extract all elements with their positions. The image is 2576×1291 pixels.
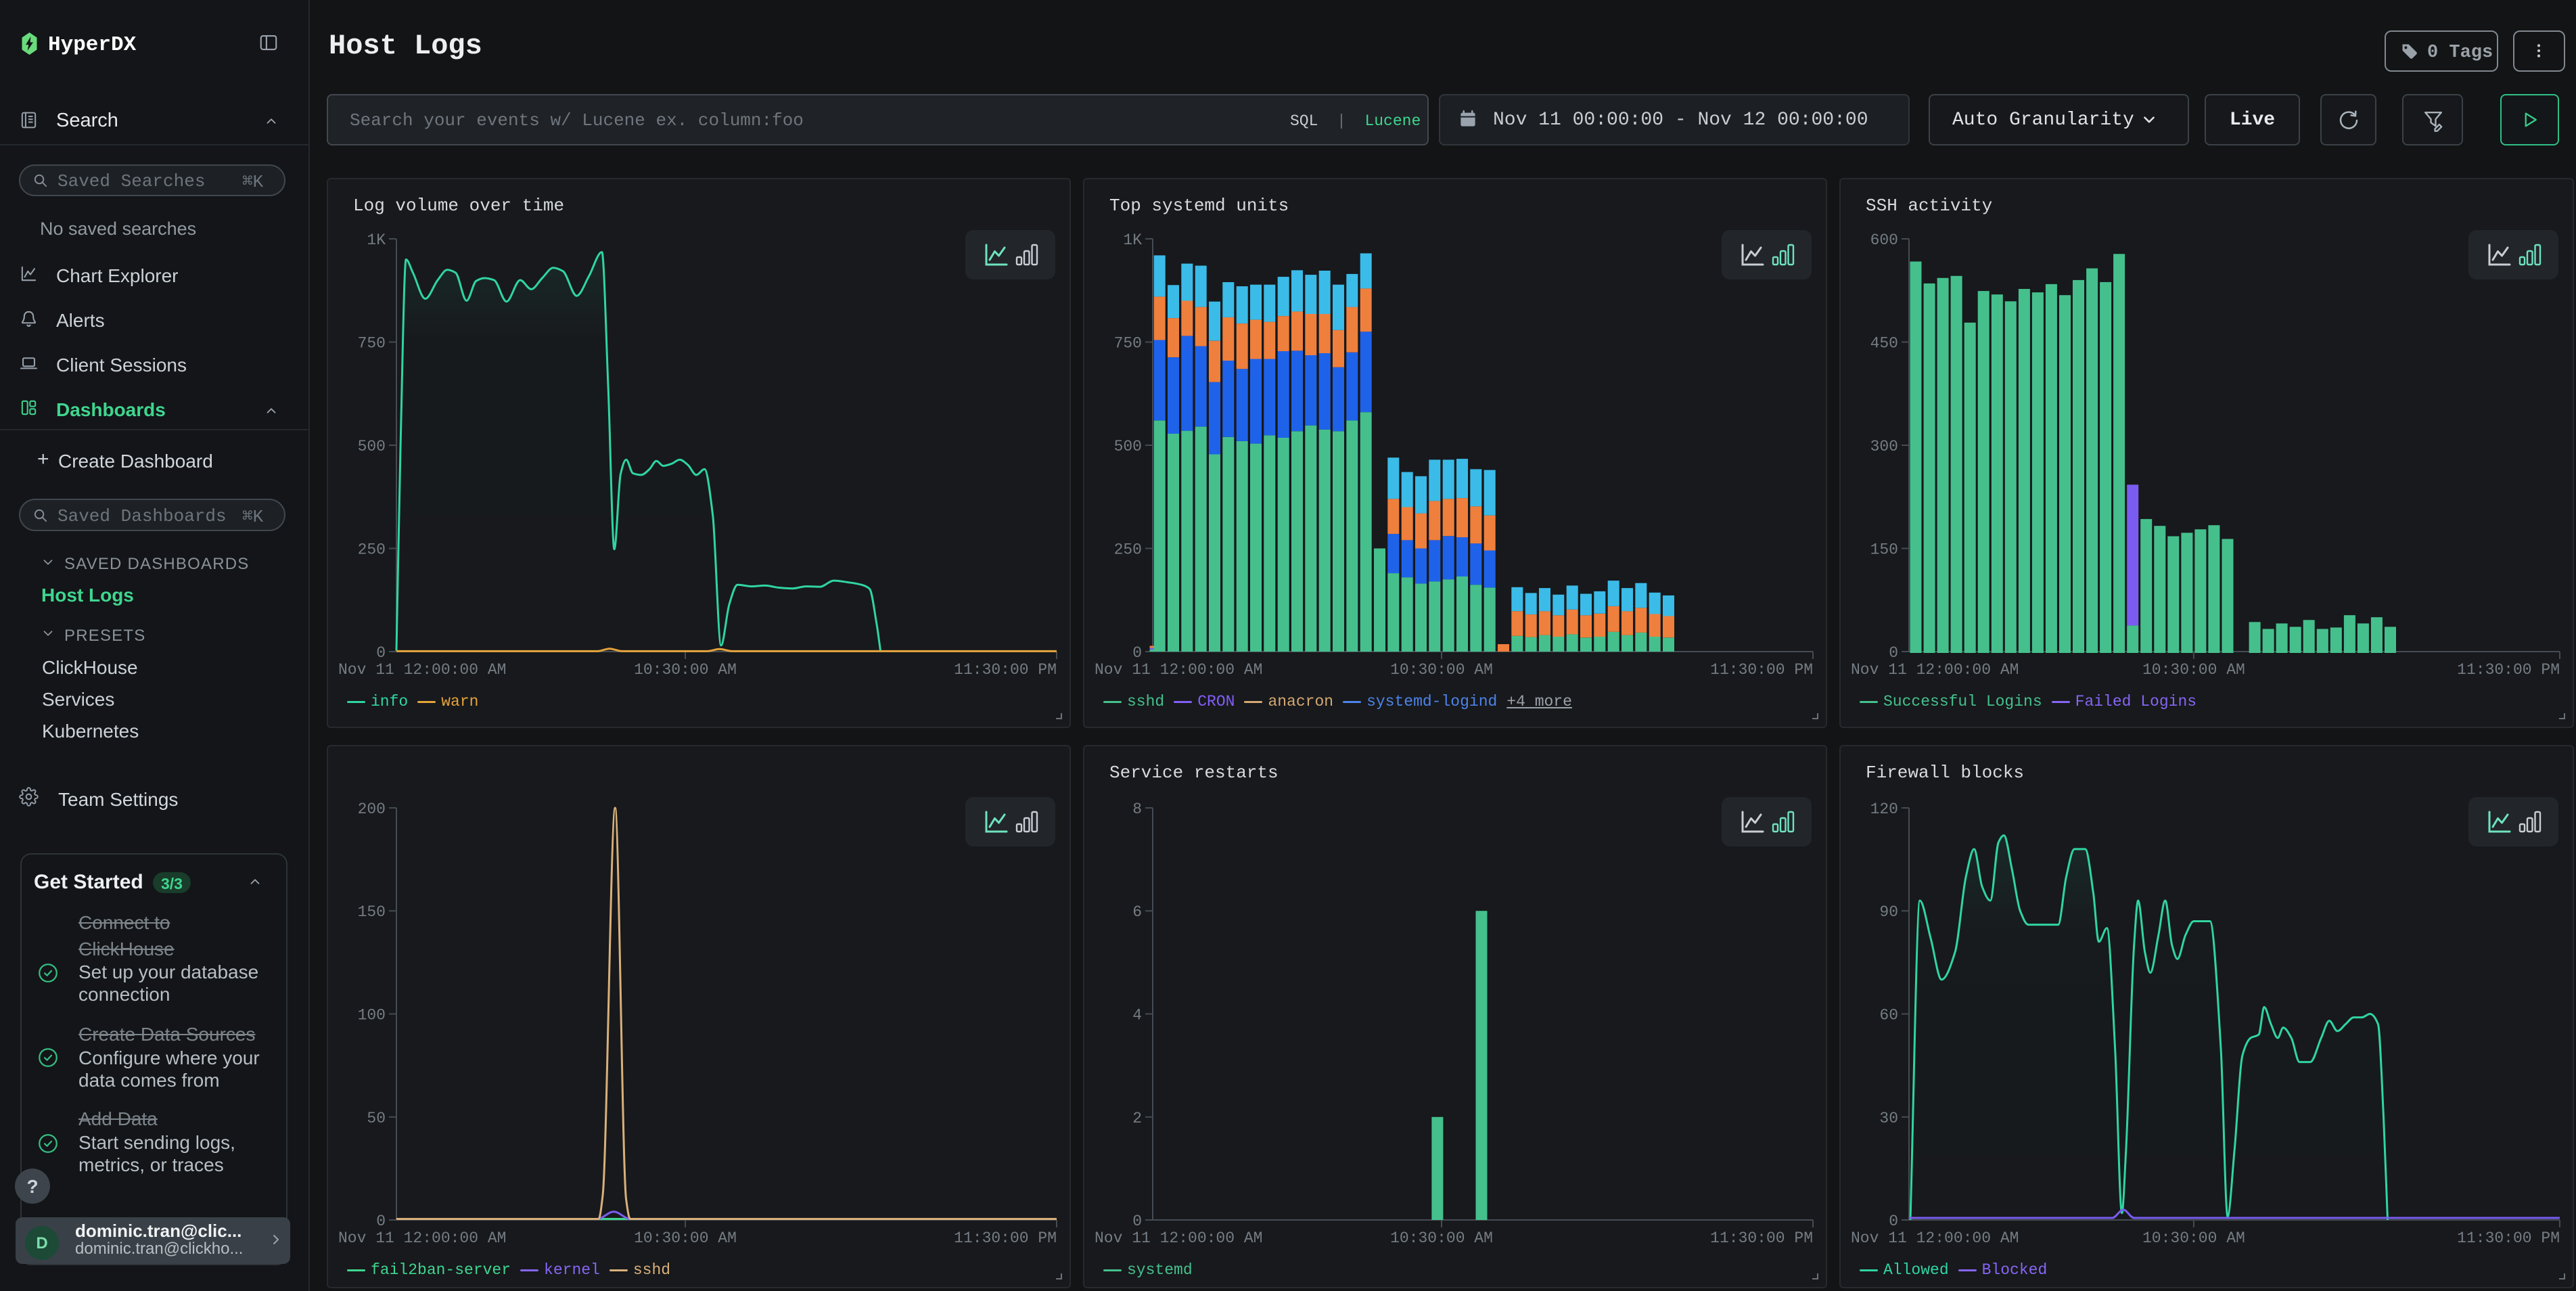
svg-text:11:30:00 PM: 11:30:00 PM	[1710, 661, 1813, 679]
svg-text:0: 0	[376, 1213, 386, 1230]
svg-text:10:30:00 AM: 10:30:00 AM	[634, 1229, 737, 1247]
svg-text:10:30:00 AM: 10:30:00 AM	[1390, 661, 1493, 679]
svg-text:4: 4	[1132, 1007, 1142, 1024]
svg-text:10:30:00 AM: 10:30:00 AM	[2142, 1229, 2245, 1247]
svg-text:Nov 11 12:00:00 AM: Nov 11 12:00:00 AM	[1095, 661, 1262, 679]
svg-text:500: 500	[358, 438, 386, 455]
svg-text:10:30:00 AM: 10:30:00 AM	[2142, 661, 2245, 679]
svg-text:1K: 1K	[1123, 231, 1142, 249]
svg-text:11:30:00 PM: 11:30:00 PM	[1710, 1229, 1813, 1247]
svg-text:Nov 11 12:00:00 AM: Nov 11 12:00:00 AM	[1095, 1229, 1262, 1247]
svg-text:90: 90	[1879, 903, 1898, 921]
svg-text:450: 450	[1870, 335, 1898, 353]
svg-text:600: 600	[1870, 231, 1898, 249]
svg-text:10:30:00 AM: 10:30:00 AM	[634, 661, 737, 679]
svg-text:2: 2	[1132, 1110, 1142, 1127]
svg-text:0: 0	[1889, 644, 1898, 662]
svg-text:50: 50	[367, 1110, 386, 1127]
svg-text:150: 150	[358, 903, 386, 921]
svg-text:750: 750	[358, 335, 386, 353]
svg-text:200: 200	[358, 800, 386, 818]
svg-text:0: 0	[1132, 644, 1142, 662]
svg-text:30: 30	[1879, 1110, 1898, 1127]
svg-text:0: 0	[376, 644, 386, 662]
svg-text:0: 0	[1889, 1213, 1898, 1230]
svg-text:500: 500	[1114, 438, 1142, 455]
svg-text:11:30:00 PM: 11:30:00 PM	[954, 661, 1057, 679]
svg-text:6: 6	[1132, 903, 1142, 921]
svg-text:100: 100	[358, 1007, 386, 1024]
svg-text:250: 250	[358, 541, 386, 559]
svg-text:1K: 1K	[367, 231, 386, 249]
svg-text:8: 8	[1132, 800, 1142, 818]
svg-text:11:30:00 PM: 11:30:00 PM	[2457, 1229, 2560, 1247]
svg-text:Nov 11 12:00:00 AM: Nov 11 12:00:00 AM	[1851, 1229, 2019, 1247]
svg-text:250: 250	[1114, 541, 1142, 559]
svg-text:150: 150	[1870, 541, 1898, 559]
svg-text:750: 750	[1114, 335, 1142, 353]
svg-text:300: 300	[1870, 438, 1898, 455]
svg-text:60: 60	[1879, 1007, 1898, 1024]
svg-text:10:30:00 AM: 10:30:00 AM	[1390, 1229, 1493, 1247]
svg-text:0: 0	[1132, 1213, 1142, 1230]
svg-text:Nov 11 12:00:00 AM: Nov 11 12:00:00 AM	[338, 1229, 506, 1247]
svg-text:Nov 11 12:00:00 AM: Nov 11 12:00:00 AM	[1851, 661, 2019, 679]
svg-text:11:30:00 PM: 11:30:00 PM	[954, 1229, 1057, 1247]
svg-text:120: 120	[1870, 800, 1898, 818]
svg-text:Nov 11 12:00:00 AM: Nov 11 12:00:00 AM	[338, 661, 506, 679]
svg-text:11:30:00 PM: 11:30:00 PM	[2457, 661, 2560, 679]
